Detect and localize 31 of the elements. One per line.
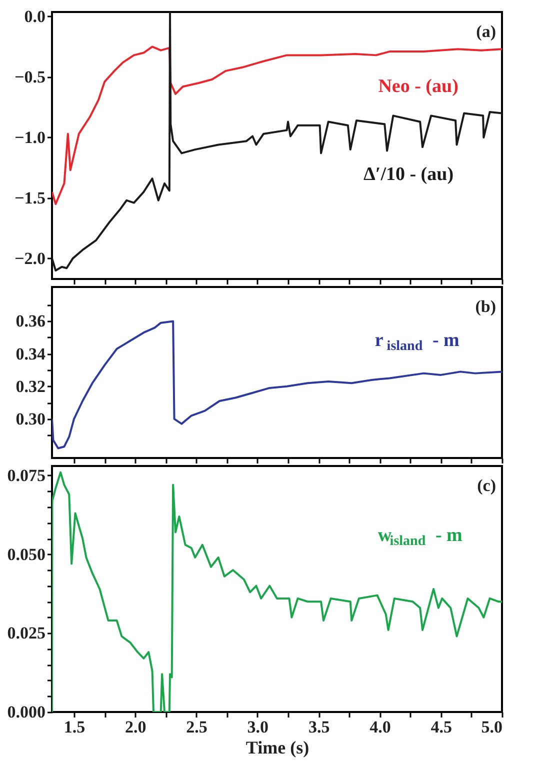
series-label: Δ′/10 - (au) (363, 164, 454, 185)
x-tick-label: 3.0 (247, 718, 269, 736)
x-tick-label: 4.0 (370, 718, 391, 736)
y-tick-label: 0.050 (7, 544, 46, 564)
y-tick-label: −2.0 (14, 248, 46, 268)
y-tick-label: −0.5 (14, 67, 46, 86)
x-tick-label: 2.5 (186, 718, 208, 736)
line-series (52, 12, 502, 272)
annotation: (c) (477, 476, 496, 495)
x-tick-label: 2.0 (125, 718, 146, 736)
line-series (52, 320, 502, 450)
line-series (52, 46, 502, 205)
y-tick-label: 0.075 (7, 466, 46, 485)
y-tick-label: 0.025 (7, 624, 46, 643)
annotation: (b) (475, 297, 496, 316)
y-tick-label: 0.30 (16, 409, 46, 428)
x-tick-label: 1.5 (64, 718, 86, 736)
y-tick-label: 0.36 (16, 312, 46, 331)
x-tick-label: 5.0 (481, 718, 502, 736)
y-tick-label: 0.000 (7, 702, 46, 722)
y-tick-label: −1.0 (14, 128, 46, 147)
y-tick-label: 0.0 (24, 6, 46, 26)
series-label: Neo - (au) (378, 76, 458, 97)
line-series (52, 471, 502, 712)
y-tick-label: −1.5 (14, 188, 46, 208)
y-tick-label: 0.34 (16, 344, 46, 364)
x-axis-title: Time (s) (246, 738, 310, 758)
annotation: (a) (476, 22, 496, 41)
x-tick-label: 3.5 (308, 718, 330, 736)
y-tick-label: 0.32 (16, 376, 46, 396)
x-tick-label: 4.5 (430, 718, 452, 736)
